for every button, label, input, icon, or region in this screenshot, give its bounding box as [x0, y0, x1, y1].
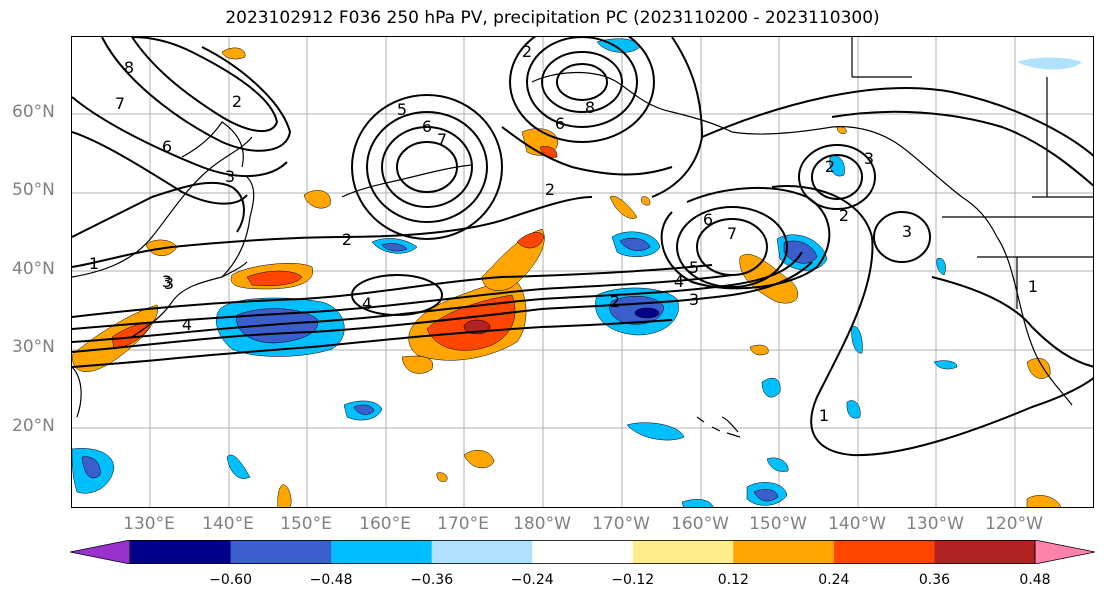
contour-label: 3 — [164, 274, 174, 293]
colorbar-swatch — [934, 540, 1036, 564]
contour-label: 3 — [225, 167, 235, 186]
contour-label: 1 — [89, 254, 99, 273]
lon-label: 140°W — [828, 514, 886, 534]
map-plot-area: 8 7 6 2 3 3 1 3 4 2 4 5 6 7 2 2 8 6 2 6 … — [71, 36, 1094, 508]
colorbar-swatch — [632, 540, 734, 564]
colorbar-tick-label: −0.48 — [309, 572, 353, 588]
colorbar-tick-label: 0.36 — [918, 572, 951, 588]
lat-label-20n: 20°N — [12, 416, 55, 436]
lon-label: 120°W — [985, 514, 1043, 534]
precip-anomaly-shading — [72, 38, 1082, 507]
contour-label: 4 — [182, 315, 192, 334]
colorbar-tick-label: −0.24 — [510, 572, 554, 588]
lon-label: 140°E — [202, 514, 254, 534]
colorbar-swatch — [532, 540, 634, 564]
colorbar-tick-label: 0.48 — [1019, 572, 1051, 588]
contour-label: 6 — [422, 117, 432, 136]
lon-label: 150°W — [749, 514, 807, 534]
colorbar-swatch — [230, 540, 332, 564]
coastlines — [72, 37, 1093, 438]
lat-label-40n: 40°N — [12, 259, 55, 279]
colorbar-tick-label: −0.60 — [209, 572, 252, 588]
lat-label-50n: 50°N — [12, 180, 55, 200]
lon-label: 170°E — [437, 514, 489, 534]
lon-label: 170°W — [592, 514, 650, 534]
contour-label: 6 — [555, 114, 565, 133]
lon-label: 180°W — [513, 514, 571, 534]
lon-label: 150°E — [280, 514, 332, 534]
contour-label: 3 — [902, 222, 912, 241]
lon-label: 160°E — [359, 514, 411, 534]
contour-label: 1 — [1028, 277, 1038, 296]
contour-label: 3 — [162, 272, 172, 291]
contour-label: 6 — [703, 210, 713, 229]
contour-label: 1 — [819, 406, 829, 425]
contour-label: 2 — [342, 230, 352, 249]
lat-label-60n: 60°N — [12, 102, 55, 122]
contour-label: 8 — [585, 98, 595, 117]
contour-label: 2 — [232, 92, 242, 111]
contour-label: 8 — [124, 58, 134, 77]
graticule — [72, 37, 1093, 507]
colorbar-extend-min — [70, 540, 131, 564]
pv-contours — [72, 37, 1093, 457]
contour-label: 7 — [727, 224, 737, 243]
colorbar-swatch — [431, 540, 533, 564]
contour-label: 2 — [825, 157, 835, 176]
contour-label: 2 — [545, 180, 555, 199]
contour-label: 4 — [362, 294, 372, 313]
lat-label-30n: 30°N — [12, 337, 55, 357]
colorbar-swatch — [130, 540, 232, 564]
contour-label: 7 — [437, 130, 447, 149]
lon-label: 130°E — [123, 514, 175, 534]
contour-label: 7 — [115, 94, 125, 113]
contour-label: 3 — [689, 290, 699, 309]
contour-label: 5 — [689, 258, 699, 277]
colorbar-tick-label: −0.36 — [410, 572, 454, 588]
contour-label: 6 — [162, 137, 172, 156]
colorbar-swatch — [331, 540, 433, 564]
contour-label-layer: 8 7 6 2 3 3 1 3 4 2 4 5 6 7 2 2 8 6 2 6 … — [89, 42, 1038, 425]
colorbar-tick-label: −0.12 — [611, 572, 655, 588]
colorbar — [70, 540, 1095, 564]
contour-label: 2 — [839, 206, 849, 225]
lon-label: 160°W — [671, 514, 729, 534]
map-title: 2023102912 F036 250 hPa PV, precipitatio… — [225, 8, 880, 28]
lon-label: 130°W — [906, 514, 964, 534]
map-canvas: 8 7 6 2 3 3 1 3 4 2 4 5 6 7 2 2 8 6 2 6 … — [72, 37, 1093, 507]
contour-label: 2 — [610, 292, 620, 311]
contour-label: 5 — [397, 100, 407, 119]
contour-label: 4 — [674, 272, 684, 291]
colorbar-tick-label: 0.12 — [717, 572, 749, 588]
contour-label: 2 — [522, 42, 532, 61]
colorbar-swatch — [833, 540, 935, 564]
colorbar-outline — [129, 540, 1036, 564]
colorbar-tick-label: 0.24 — [818, 572, 850, 588]
colorbar-swatch — [733, 540, 835, 564]
colorbar-extend-max — [1034, 540, 1095, 564]
contour-label: 3 — [864, 149, 874, 168]
